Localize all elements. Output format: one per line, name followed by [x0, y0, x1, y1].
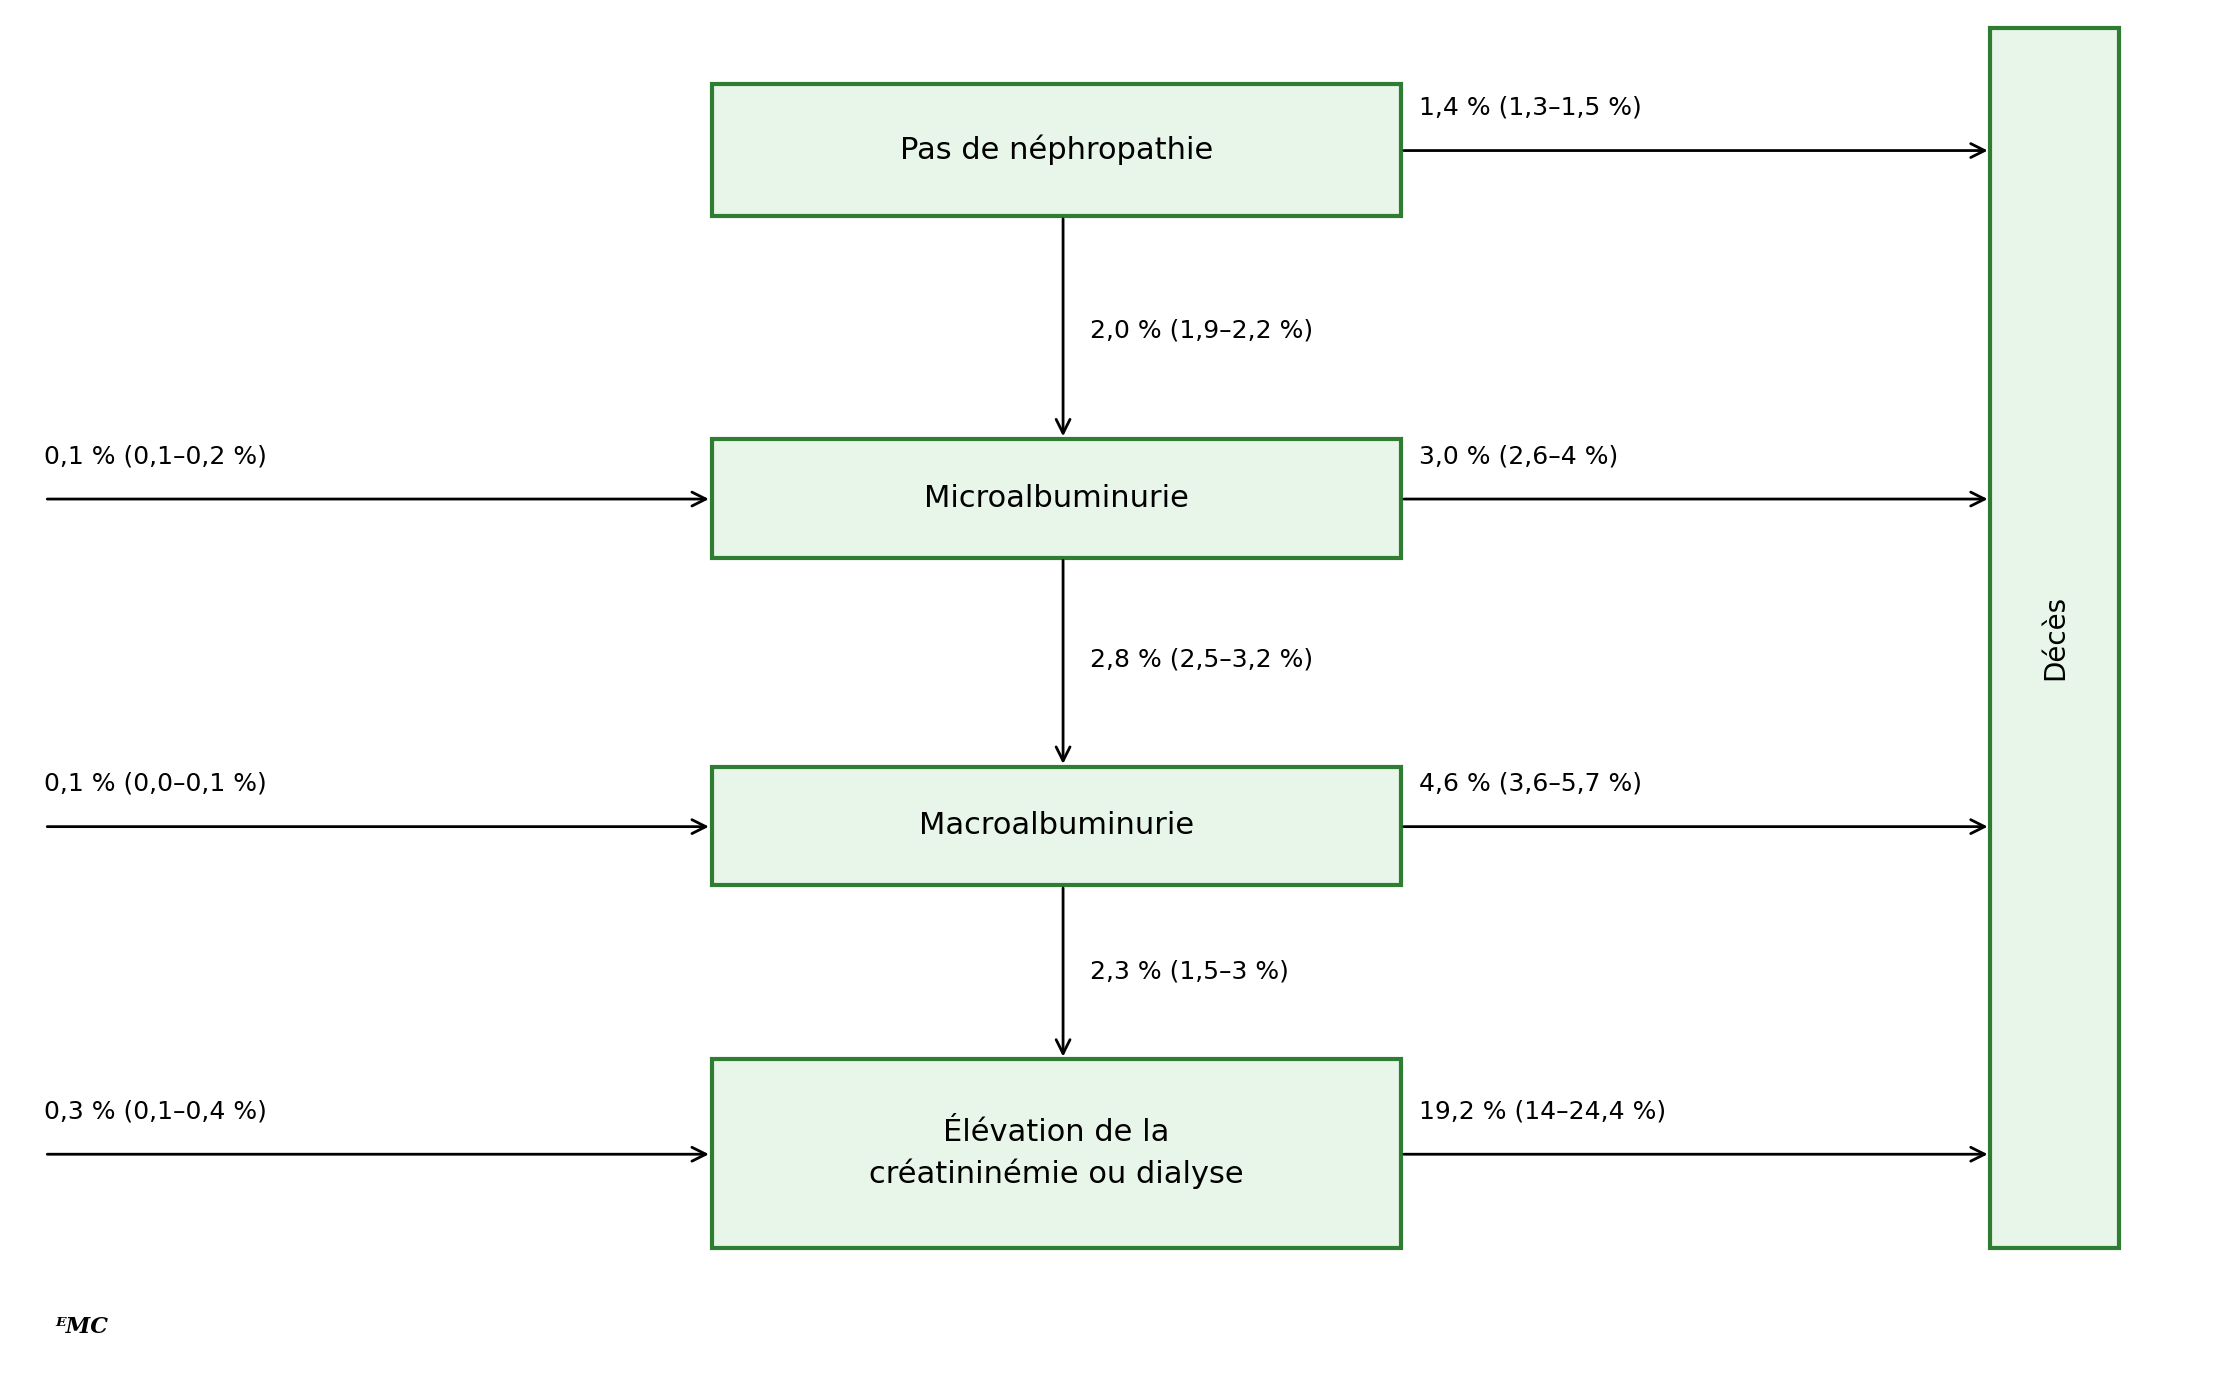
FancyBboxPatch shape	[712, 439, 1401, 558]
Text: 19,2 % (14–24,4 %): 19,2 % (14–24,4 %)	[1419, 1100, 1666, 1124]
Text: 0,3 % (0,1–0,4 %): 0,3 % (0,1–0,4 %)	[44, 1100, 267, 1124]
Text: 2,3 % (1,5–3 %): 2,3 % (1,5–3 %)	[1090, 959, 1288, 984]
Text: Décès: Décès	[2042, 595, 2068, 680]
FancyBboxPatch shape	[712, 767, 1401, 885]
Text: 3,0 % (2,6–4 %): 3,0 % (2,6–4 %)	[1419, 445, 1619, 468]
Text: 2,8 % (2,5–3,2 %): 2,8 % (2,5–3,2 %)	[1090, 647, 1312, 672]
Text: 4,6 % (3,6–5,7 %): 4,6 % (3,6–5,7 %)	[1419, 772, 1641, 796]
Text: 0,1 % (0,1–0,2 %): 0,1 % (0,1–0,2 %)	[44, 445, 267, 468]
Text: 2,0 % (1,9–2,2 %): 2,0 % (1,9–2,2 %)	[1090, 318, 1312, 343]
Text: 0,1 % (0,0–0,1 %): 0,1 % (0,0–0,1 %)	[44, 772, 267, 796]
Text: 1,4 % (1,3–1,5 %): 1,4 % (1,3–1,5 %)	[1419, 96, 1641, 120]
Text: Élévation de la
créatininémie ou dialyse: Élévation de la créatininémie ou dialyse	[870, 1118, 1243, 1189]
Text: Pas de néphropathie: Pas de néphropathie	[901, 135, 1212, 164]
FancyBboxPatch shape	[712, 1059, 1401, 1248]
Text: Microalbuminurie: Microalbuminurie	[923, 484, 1190, 513]
FancyBboxPatch shape	[712, 84, 1401, 216]
Text: ᴱMC: ᴱMC	[56, 1316, 109, 1338]
Text: Macroalbuminurie: Macroalbuminurie	[919, 811, 1194, 841]
FancyBboxPatch shape	[1990, 28, 2119, 1248]
